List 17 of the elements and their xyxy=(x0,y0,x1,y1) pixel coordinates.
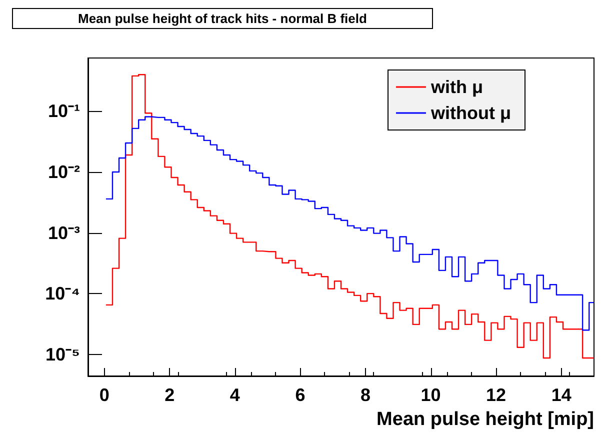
y-tick-label: 10⁻¹ xyxy=(48,101,80,122)
x-tick-label: 4 xyxy=(230,385,240,405)
x-tick-label: 10 xyxy=(420,385,441,405)
y-tick-label: 10⁻² xyxy=(48,162,80,182)
x-tick-label: 14 xyxy=(551,385,572,405)
x-tick-label: 0 xyxy=(99,385,110,405)
x-tick-label: 12 xyxy=(486,385,506,405)
x-tick-label: 6 xyxy=(295,385,306,405)
x-tick-label: 2 xyxy=(164,385,175,405)
x-axis-title: Mean pulse height [mip] xyxy=(376,409,594,430)
y-tick-label: 10⁻⁵ xyxy=(46,344,80,364)
y-tick-label: 10⁻³ xyxy=(48,222,80,243)
legend-label: without μ xyxy=(430,103,512,123)
y-tick-label: 10⁻⁴ xyxy=(45,284,80,304)
x-tick-label: 8 xyxy=(360,385,370,405)
chart-title: Mean pulse height of track hits - normal B field xyxy=(78,11,367,26)
legend-label: with μ xyxy=(430,77,484,97)
